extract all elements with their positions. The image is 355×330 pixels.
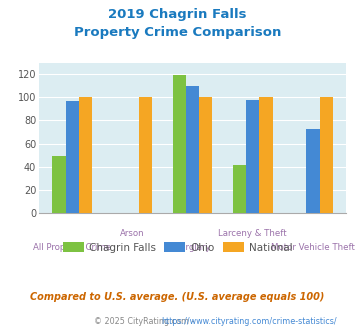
Bar: [260, 97, 273, 213]
Bar: [186, 86, 199, 213]
Bar: [199, 97, 212, 213]
Legend: Chagrin Falls, Ohio, National: Chagrin Falls, Ohio, National: [59, 238, 296, 257]
Text: Compared to U.S. average. (U.S. average equals 100): Compared to U.S. average. (U.S. average …: [30, 292, 325, 302]
Text: Larceny & Theft: Larceny & Theft: [218, 229, 287, 238]
Text: https://www.cityrating.com/crime-statistics/: https://www.cityrating.com/crime-statist…: [162, 317, 337, 326]
Bar: [139, 97, 152, 213]
Text: All Property Crime: All Property Crime: [33, 243, 111, 252]
Bar: [320, 97, 333, 213]
Bar: [306, 128, 320, 213]
Bar: [79, 97, 92, 213]
Text: 2019 Chagrin Falls: 2019 Chagrin Falls: [108, 8, 247, 21]
Text: Property Crime Comparison: Property Crime Comparison: [74, 26, 281, 39]
Bar: [52, 156, 66, 213]
Bar: [246, 100, 260, 213]
Bar: [173, 75, 186, 213]
Text: © 2025 CityRating.com -: © 2025 CityRating.com -: [94, 317, 197, 326]
Text: Motor Vehicle Theft: Motor Vehicle Theft: [271, 243, 355, 252]
Bar: [233, 166, 246, 213]
Text: Arson: Arson: [120, 229, 145, 238]
Text: Burglary: Burglary: [174, 243, 211, 252]
Bar: [66, 101, 79, 213]
